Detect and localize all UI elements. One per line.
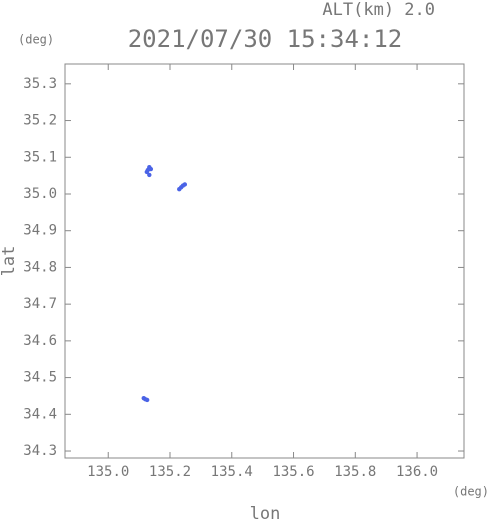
y-tick-label: 34.5 (23, 370, 57, 386)
x-axis-label: lon (250, 504, 281, 521)
y-tick-label: 34.9 (23, 223, 57, 239)
plot-frame (64, 63, 465, 459)
x-tick-label: 135.8 (334, 464, 376, 480)
y-tick-label: 35.2 (23, 113, 57, 129)
y-unit: (deg) (18, 33, 54, 47)
chart-title: 2021/07/30 15:34:12 (128, 25, 403, 53)
y-tick-label: 34.6 (23, 333, 57, 349)
x-tick-label: 135.2 (149, 464, 191, 480)
point (144, 397, 150, 403)
x-tick-label: 135.6 (272, 464, 314, 480)
x-tick-label: 135.0 (87, 464, 129, 480)
y-tick-label: 35.3 (23, 76, 57, 92)
point (147, 172, 152, 178)
y-tick-label: 34.8 (23, 259, 57, 275)
point (148, 166, 154, 172)
x-unit: (deg) (453, 485, 489, 499)
altitude-label: ALT(km) 2.0 (322, 0, 435, 20)
x-tick-label: 136.0 (396, 464, 438, 480)
point (182, 182, 188, 187)
y-tick-label: 34.3 (23, 443, 57, 459)
x-tick-label: 135.4 (211, 464, 253, 480)
y-tick-label: 35.1 (23, 149, 57, 165)
point (144, 169, 150, 175)
y-axis-label: lat (0, 246, 19, 277)
y-tick-label: 35.0 (23, 186, 57, 202)
y-tick-label: 34.4 (23, 406, 57, 422)
y-tick-label: 34.7 (23, 296, 57, 312)
